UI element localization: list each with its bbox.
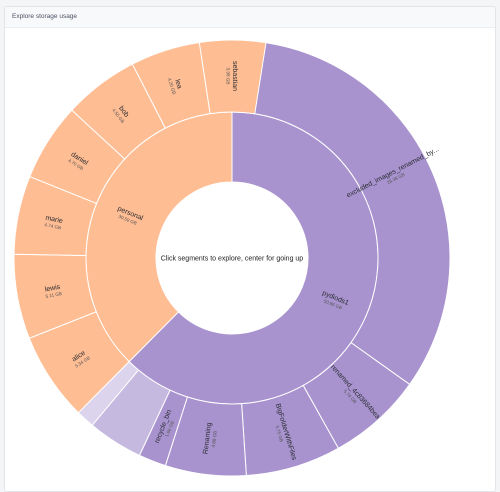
segment-size: 3.98 GB bbox=[226, 68, 231, 85]
panel-title: Explore storage usage bbox=[5, 7, 495, 28]
segment-name: Renaming bbox=[202, 422, 213, 455]
segment-size: 1.66 GB bbox=[164, 420, 175, 438]
segment-name: marie bbox=[45, 215, 64, 225]
segment-name: sebastian bbox=[231, 61, 238, 91]
segment-name: lea bbox=[173, 79, 183, 90]
segment-excluded-images-renamed-by[interactable] bbox=[231, 39, 451, 386]
center-hint: Click segments to explore, center for go… bbox=[161, 256, 304, 263]
segment-name: lewis bbox=[44, 284, 61, 294]
segment-sebastian[interactable] bbox=[198, 39, 267, 115]
segment-size: 4.88 GB bbox=[211, 431, 218, 448]
segment-size: 5.11 GB bbox=[45, 291, 62, 299]
center-up-button[interactable] bbox=[156, 182, 308, 334]
segment-size: 4.20 GB bbox=[167, 77, 177, 95]
segment-size: 5.75 GB bbox=[275, 425, 285, 443]
segment-size: 4.74 GB bbox=[44, 222, 62, 230]
